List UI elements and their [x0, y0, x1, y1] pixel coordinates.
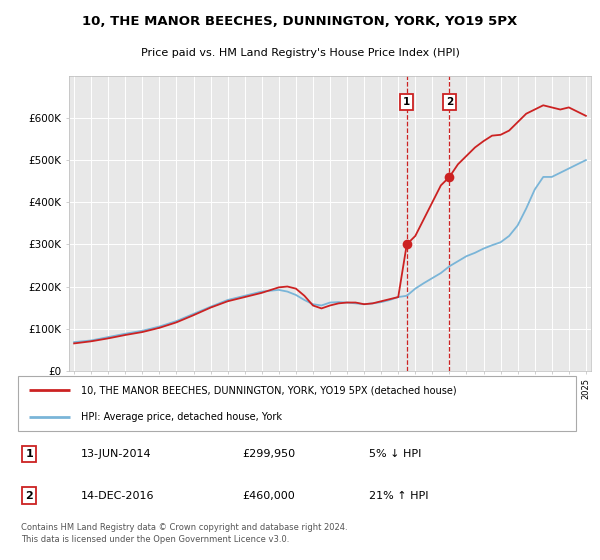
- Text: £460,000: £460,000: [242, 491, 295, 501]
- Text: 21% ↑ HPI: 21% ↑ HPI: [369, 491, 428, 501]
- Text: Contains HM Land Registry data © Crown copyright and database right 2024.
This d: Contains HM Land Registry data © Crown c…: [20, 523, 347, 544]
- Text: 10, THE MANOR BEECHES, DUNNINGTON, YORK, YO19 5PX (detached house): 10, THE MANOR BEECHES, DUNNINGTON, YORK,…: [81, 385, 457, 395]
- FancyBboxPatch shape: [18, 376, 577, 431]
- Text: Price paid vs. HM Land Registry's House Price Index (HPI): Price paid vs. HM Land Registry's House …: [140, 48, 460, 58]
- Text: HPI: Average price, detached house, York: HPI: Average price, detached house, York: [81, 412, 282, 422]
- Text: 1: 1: [25, 449, 33, 459]
- Text: 2: 2: [446, 97, 453, 108]
- Text: 2: 2: [25, 491, 33, 501]
- Text: 5% ↓ HPI: 5% ↓ HPI: [369, 449, 421, 459]
- Text: 14-DEC-2016: 14-DEC-2016: [81, 491, 155, 501]
- Text: £299,950: £299,950: [242, 449, 296, 459]
- Text: 13-JUN-2014: 13-JUN-2014: [81, 449, 152, 459]
- Text: 10, THE MANOR BEECHES, DUNNINGTON, YORK, YO19 5PX: 10, THE MANOR BEECHES, DUNNINGTON, YORK,…: [82, 15, 518, 27]
- Text: 1: 1: [403, 97, 410, 108]
